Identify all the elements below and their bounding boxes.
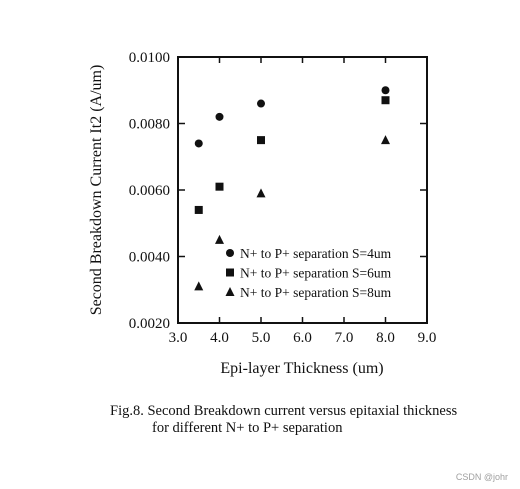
x-axis: 3.0 4.0 5.0 6.0 7.0 8.0 9.0 (169, 57, 437, 346)
x-tick-label: 3.0 (169, 330, 188, 346)
legend-triangle-marker (225, 287, 235, 296)
legend-circle-marker (226, 249, 234, 257)
data-points (194, 86, 390, 291)
circle-data-point (257, 99, 265, 108)
legend-entry-label: N+ to P+ separation S=6um (240, 266, 392, 281)
figure-caption: Fig.8. Second Breakdown current versus e… (110, 403, 515, 437)
caption-line-1: Fig.8. Second Breakdown current versus e… (110, 403, 458, 419)
legend-entry-label: N+ to P+ separation S=8um (240, 285, 392, 300)
x-tick-label: 8.0 (376, 330, 395, 346)
y-tick-label: 0.0100 (129, 50, 170, 66)
circle-data-point (194, 139, 203, 148)
triangle-data-point (256, 188, 266, 198)
square-data-point (194, 205, 203, 214)
square-data-point (257, 136, 265, 145)
y-tick-label: 0.0040 (129, 250, 170, 266)
square-data-point (215, 182, 224, 191)
circle-data-point (215, 112, 224, 121)
square-data-point (381, 96, 390, 105)
triangle-data-point (381, 135, 390, 145)
circle-data-point (381, 86, 390, 95)
x-tick-label: 7.0 (335, 330, 354, 346)
y-tick-label: 0.0020 (129, 316, 170, 332)
watermark: CSDN @johr (455, 472, 508, 482)
triangle-data-point (194, 281, 204, 291)
y-tick-label: 0.0060 (129, 183, 170, 199)
legend-entry-label: N+ to P+ separation S=4um (240, 246, 392, 261)
y-axis: 0.0020 0.0040 0.0060 0.0080 0.0100 (129, 50, 427, 332)
x-axis-label: Epi-layer Thickness (um) (220, 360, 383, 377)
plot-frame (177, 56, 428, 324)
legend-square-marker (226, 268, 234, 277)
plot-area (177, 56, 428, 324)
triangle-data-point (215, 234, 224, 244)
y-tick-label: 0.0080 (129, 117, 170, 133)
x-tick-label: 4.0 (210, 330, 229, 346)
x-tick-label: 5.0 (252, 330, 271, 346)
caption-line-2: for different N+ to P+ separation (152, 420, 343, 436)
legend: N+ to P+ separation S=4um N+ to P+ separa… (225, 246, 392, 300)
x-tick-label: 6.0 (293, 330, 312, 346)
y-axis-label: Second Breakdown Current It2 (A/um) (88, 65, 105, 316)
x-tick-label: 9.0 (418, 330, 437, 346)
